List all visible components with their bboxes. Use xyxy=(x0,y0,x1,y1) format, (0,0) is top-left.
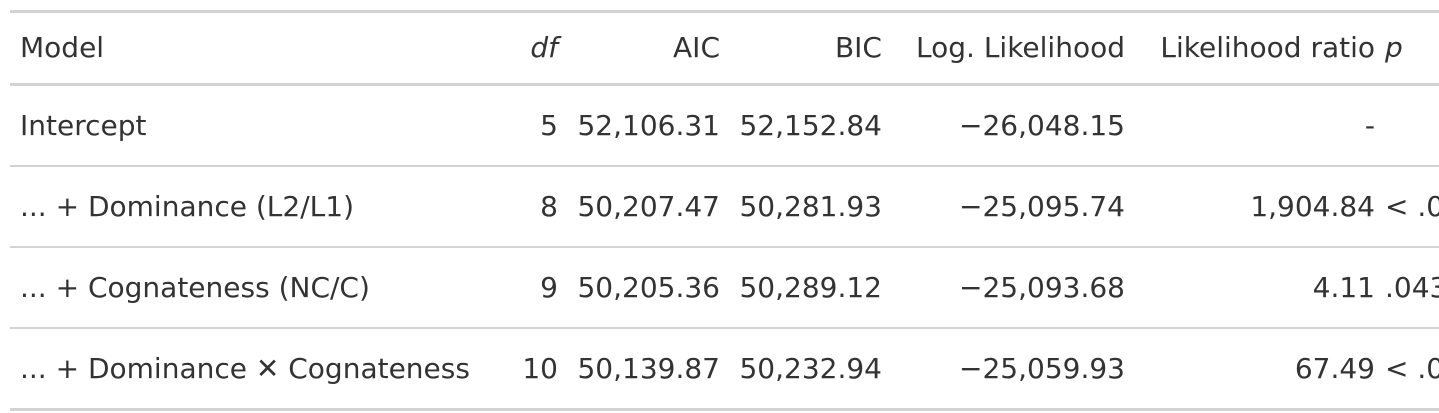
header-likelihood-ratio: Likelihood ratio xyxy=(1160,31,1375,64)
table-row: ... + Dominance ✕ Cognateness 10 50,139.… xyxy=(10,328,1439,410)
cell-model: ... + Dominance (L2/L1) xyxy=(20,189,354,223)
model-comparison-table: Model df AIC BIC Log. Likelihood Likelih… xyxy=(10,10,1439,411)
cell-likelihood-ratio: 67.49 xyxy=(1294,351,1375,385)
cell-p-value: < .001 xyxy=(1385,351,1439,385)
table-body: Intercept 5 52,106.31 52,152.84 −26,048.… xyxy=(10,85,1439,410)
cell-likelihood-ratio: - xyxy=(1364,108,1375,142)
cell-likelihood-ratio: 4.11 xyxy=(1312,270,1375,304)
cell-log-likelihood: −25,093.68 xyxy=(959,270,1125,304)
header-row: Model df AIC BIC Log. Likelihood Likelih… xyxy=(10,11,1439,85)
header-df: df xyxy=(530,31,558,64)
header-p-value: p xyxy=(1385,31,1403,64)
cell-log-likelihood: −25,059.93 xyxy=(959,351,1125,385)
cell-bic: 52,152.84 xyxy=(739,108,882,142)
table-header: Model df AIC BIC Log. Likelihood Likelih… xyxy=(10,11,1439,85)
header-log-likelihood: Log. Likelihood xyxy=(916,31,1125,64)
cell-bic: 50,289.12 xyxy=(739,270,882,304)
cell-df: 8 xyxy=(540,189,558,223)
model-comparison-table-container: Model df AIC BIC Log. Likelihood Likelih… xyxy=(10,10,1439,411)
cell-bic: 50,281.93 xyxy=(739,189,882,223)
table-row: Intercept 5 52,106.31 52,152.84 −26,048.… xyxy=(10,85,1439,167)
cell-model: ... + Dominance ✕ Cognateness xyxy=(20,351,470,385)
cell-aic: 50,139.87 xyxy=(577,351,720,385)
cell-bic: 50,232.94 xyxy=(739,351,882,385)
header-aic: AIC xyxy=(673,31,720,64)
header-bic: BIC xyxy=(834,31,882,64)
cell-model: ... + Cognateness (NC/C) xyxy=(20,270,370,304)
cell-aic: 50,207.47 xyxy=(577,189,720,223)
cell-likelihood-ratio: 1,904.84 xyxy=(1250,189,1375,223)
table-row: ... + Cognateness (NC/C) 9 50,205.36 50,… xyxy=(10,247,1439,328)
cell-df: 9 xyxy=(540,270,558,304)
cell-p-value: .043 xyxy=(1385,270,1439,304)
cell-aic: 50,205.36 xyxy=(577,270,720,304)
cell-log-likelihood: −26,048.15 xyxy=(959,108,1125,142)
cell-model: Intercept xyxy=(20,108,147,142)
cell-p-value xyxy=(1375,85,1439,167)
table-row: ... + Dominance (L2/L1) 8 50,207.47 50,2… xyxy=(10,166,1439,247)
cell-log-likelihood: −25,095.74 xyxy=(959,189,1125,223)
cell-df: 5 xyxy=(540,108,558,142)
cell-aic: 52,106.31 xyxy=(577,108,720,142)
header-model: Model xyxy=(20,31,105,64)
cell-df: 10 xyxy=(522,351,558,385)
cell-p-value: < .001 xyxy=(1385,189,1439,223)
